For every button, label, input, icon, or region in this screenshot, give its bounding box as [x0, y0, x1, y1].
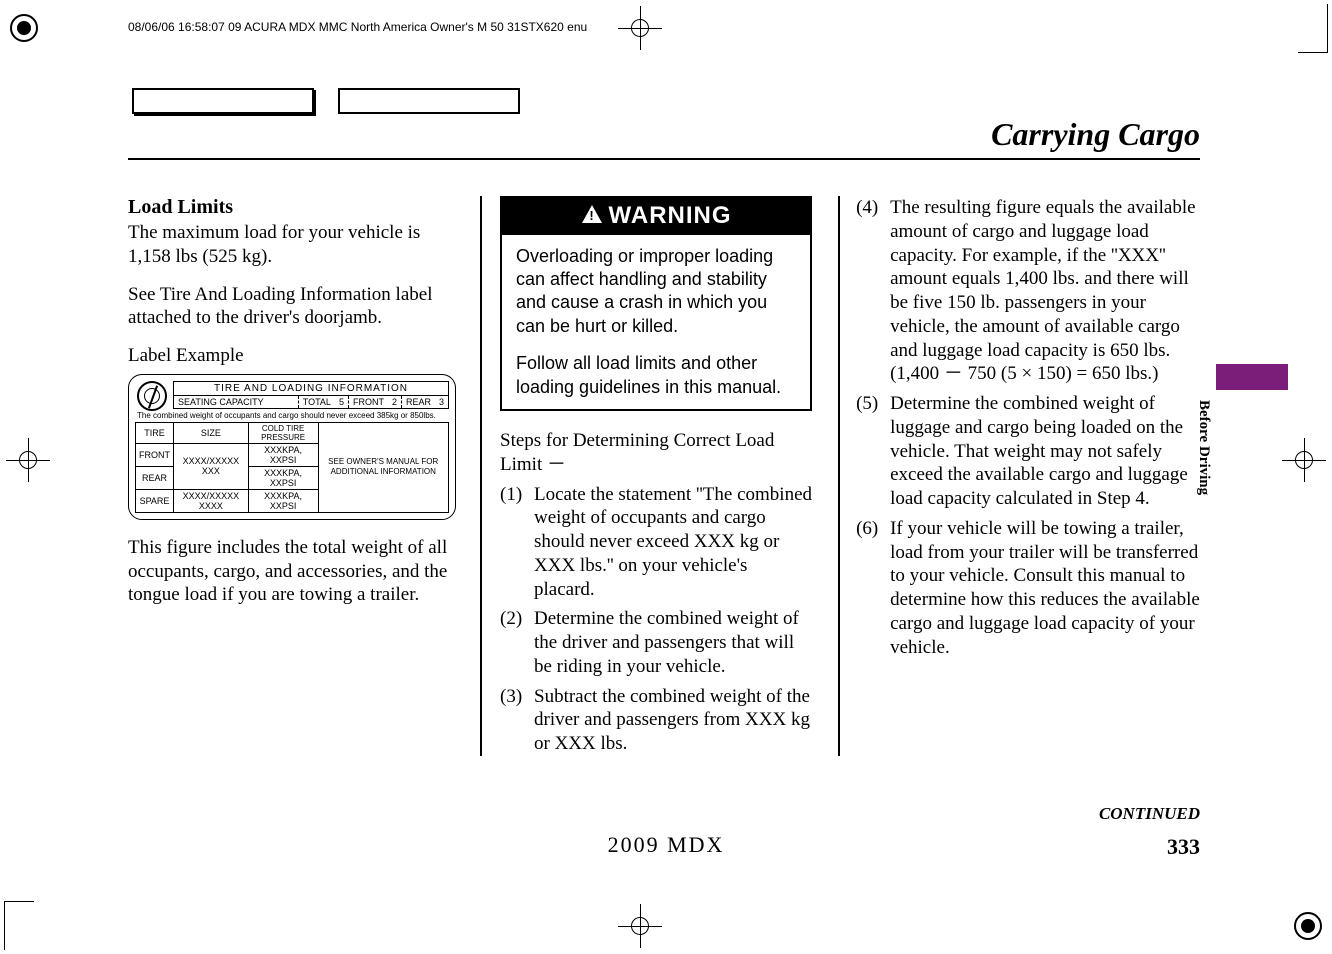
footer-model: 2009 MDX: [0, 832, 1332, 858]
reg-mark-icon: [1294, 912, 1322, 940]
step-item: (4)The resulting figure equals the avail…: [856, 196, 1200, 386]
print-header: 08/06/06 16:58:07 09 ACURA MDX MMC North…: [128, 20, 587, 34]
load-limits-heading: Load Limits: [128, 196, 456, 219]
body-text: This figure includes the total weight of…: [128, 536, 456, 607]
step-item: (5)Determine the combined weight of lugg…: [856, 392, 1200, 511]
tab-box-icon: [132, 88, 314, 114]
step-item: (6)If your vehicle will be towing a trai…: [856, 517, 1200, 660]
column-1: Load Limits The maximum load for your ve…: [128, 196, 478, 804]
section-title: Carrying Cargo: [991, 116, 1200, 153]
page-number: 333: [1167, 834, 1200, 860]
body-text: Label Example: [128, 344, 456, 368]
steps-list: (1)Locate the statement ''The combined w…: [500, 483, 812, 756]
warning-box: ! WARNING Overloading or improper loadin…: [500, 196, 812, 411]
column-3: (4)The resulting figure equals the avail…: [834, 196, 1200, 804]
label-fig-title: TIRE AND LOADING INFORMATION: [173, 381, 449, 396]
tire-label-figure: TIRE AND LOADING INFORMATION SEATING CAP…: [128, 374, 456, 520]
crop-tick-icon: [1298, 52, 1328, 53]
divider: [128, 158, 1200, 160]
content-area: Load Limits The maximum load for your ve…: [128, 196, 1200, 804]
reg-mark-icon: [10, 14, 38, 42]
svg-text:!: !: [589, 208, 594, 223]
crop-tick-icon: [4, 902, 5, 950]
crop-tick-icon: [1327, 4, 1328, 52]
tab-box-icon: [338, 88, 520, 114]
crop-tick-icon: [4, 901, 34, 902]
body-text: The maximum load for your vehicle is 1,1…: [128, 221, 456, 269]
step-item: (3)Subtract the combined weight of the d…: [500, 685, 812, 756]
continued-label: CONTINUED: [1099, 804, 1200, 824]
tire-table: TIRE SIZE COLD TIRE PRESSURE SEE OWNER'S…: [135, 422, 449, 513]
step-item: (2)Determine the combined weight of the …: [500, 607, 812, 678]
tire-icon: [137, 381, 167, 411]
warning-heading: ! WARNING: [502, 198, 810, 235]
warning-body: Overloading or improper loading can affe…: [502, 235, 810, 409]
step-item: (1)Locate the statement ''The combined w…: [500, 483, 812, 602]
body-text: See Tire And Loading Information label a…: [128, 283, 456, 331]
warning-triangle-icon: !: [581, 203, 603, 231]
steps-lead: Steps for Determining Correct Load Limit…: [500, 429, 812, 477]
label-seating-row: SEATING CAPACITY TOTAL 5 FRONT 2 REAR 3: [173, 396, 449, 409]
page: 08/06/06 16:58:07 09 ACURA MDX MMC North…: [0, 0, 1332, 954]
thumb-tab: [1216, 364, 1288, 390]
label-note: The combined weight of occupants and car…: [135, 409, 449, 422]
steps-list: (4)The resulting figure equals the avail…: [856, 196, 1200, 659]
column-2: ! WARNING Overloading or improper loadin…: [478, 196, 834, 804]
